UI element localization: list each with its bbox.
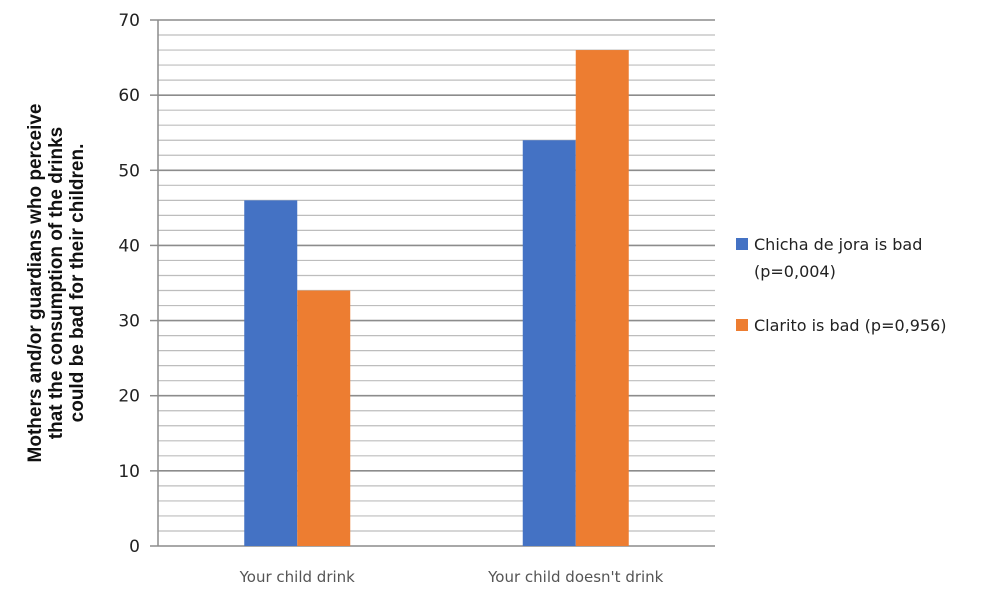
y-tick-label: 20 bbox=[118, 387, 140, 407]
y-tick-label: 70 bbox=[118, 11, 140, 31]
x-category-label: Your child doesn't drink bbox=[487, 568, 664, 586]
legend-label: (p=0,004) bbox=[754, 262, 836, 281]
y-tick-label: 0 bbox=[129, 537, 140, 557]
legend-swatch bbox=[736, 319, 748, 331]
y-axis-label-line: could be bad for their children. bbox=[67, 144, 88, 423]
y-tick-label: 40 bbox=[118, 236, 140, 256]
bar-chicha-1 bbox=[522, 140, 576, 546]
y-axis-label-line: that the consumption of the drinks bbox=[46, 127, 67, 439]
x-category-label: Your child drink bbox=[239, 568, 356, 586]
bar-clarito-1 bbox=[575, 50, 629, 547]
legend-swatch bbox=[736, 238, 748, 250]
y-axis-label: Mothers and/or guardians who perceivetha… bbox=[25, 104, 88, 463]
y-tick-label: 10 bbox=[118, 462, 140, 482]
bar-clarito-0 bbox=[297, 290, 351, 546]
legend-label: Clarito is bad (p=0,956) bbox=[754, 316, 947, 335]
y-axis-label-line: Mothers and/or guardians who perceive bbox=[25, 104, 46, 463]
y-tick-label: 50 bbox=[118, 161, 140, 181]
y-tick-label: 30 bbox=[118, 312, 140, 332]
y-tick-label: 60 bbox=[118, 86, 140, 106]
legend-label: Chicha de jora is bad bbox=[754, 235, 922, 254]
bar-chicha-0 bbox=[244, 200, 298, 547]
